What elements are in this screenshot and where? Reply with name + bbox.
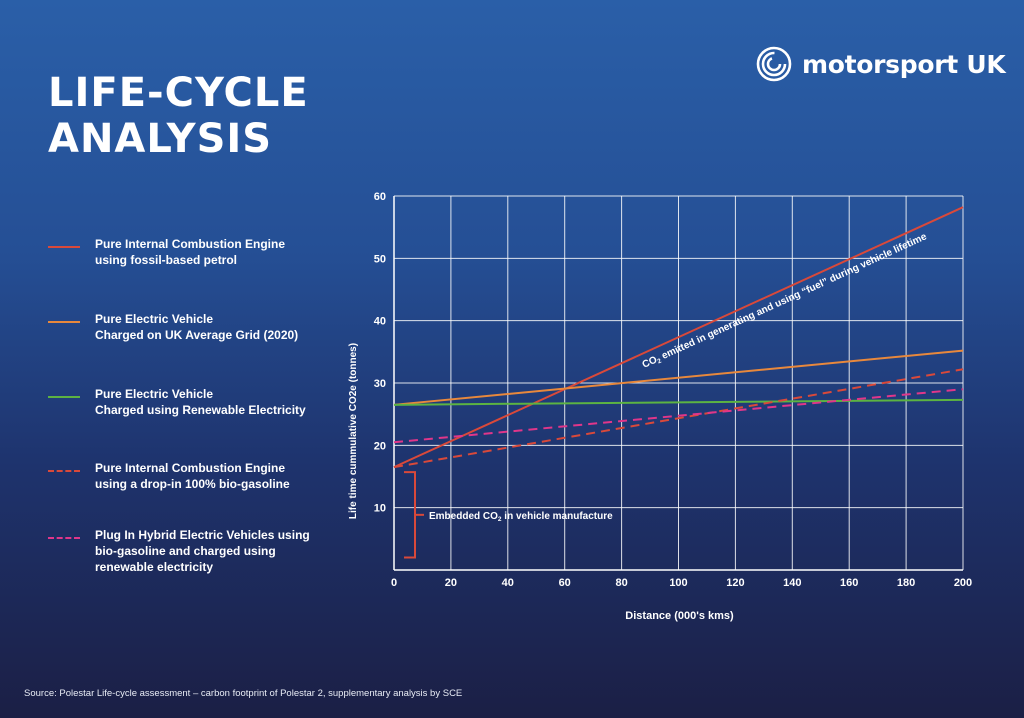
legend-label: Pure Internal Combustion Engine using fo… <box>95 237 286 267</box>
x-axis-label: Distance (000's kms) <box>625 610 734 622</box>
x-tick-label: 180 <box>897 577 915 589</box>
x-tick-label: 160 <box>840 577 858 589</box>
legend-swatch <box>48 246 80 248</box>
x-tick-label: 0 <box>391 577 397 589</box>
y-tick-label: 50 <box>374 253 386 265</box>
y-tick-label: 30 <box>374 378 386 390</box>
x-tick-label: 100 <box>669 577 687 589</box>
series-line <box>393 349 964 406</box>
series-line <box>393 388 964 444</box>
legend-swatch <box>48 321 80 323</box>
page-title: LIFE-CYCLE ANALYSIS <box>48 70 309 162</box>
legend-swatch <box>48 470 80 472</box>
y-tick-label: 60 <box>374 191 386 203</box>
logo: motorsport UK <box>756 46 1006 82</box>
x-tick-label: 140 <box>783 577 801 589</box>
x-tick-label: 80 <box>615 577 627 589</box>
x-tick-label: 200 <box>954 577 972 589</box>
source-note: Source: Polestar Life-cycle assessment –… <box>24 688 463 699</box>
motorsport-logo-icon <box>756 46 792 82</box>
x-tick-label: 120 <box>726 577 744 589</box>
y-tick-label: 40 <box>374 316 386 328</box>
series-line <box>393 206 964 469</box>
x-tick-label: 60 <box>559 577 571 589</box>
logo-text: motorsport UK <box>802 49 1006 79</box>
legend-label: Pure Electric Vehicle Charged using Rene… <box>95 387 306 417</box>
embedded-co2-bracket <box>404 471 416 559</box>
legend-label: Pure Electric Vehicle Charged on UK Aver… <box>95 312 299 342</box>
y-tick-label: 20 <box>374 440 386 452</box>
legend-label: Plug In Hybrid Electric Vehicles using b… <box>95 528 310 574</box>
x-tick-label: 40 <box>502 577 514 589</box>
legend-label: Pure Internal Combustion Engine using a … <box>95 461 290 491</box>
x-tick-label: 20 <box>445 577 457 589</box>
legend-swatch <box>48 396 80 398</box>
annotation-fuel-co2: CO2 emitted in generating and using “fue… <box>641 231 930 372</box>
series-line <box>393 398 964 406</box>
annotation-embedded-co2: Embedded CO2 in vehicle manufacture <box>429 511 613 523</box>
legend-swatch <box>48 537 80 539</box>
y-axis-label: Life time cummulative CO2e (tonnes) <box>348 343 359 519</box>
y-tick-label: 10 <box>374 503 386 515</box>
series-line <box>393 368 964 469</box>
